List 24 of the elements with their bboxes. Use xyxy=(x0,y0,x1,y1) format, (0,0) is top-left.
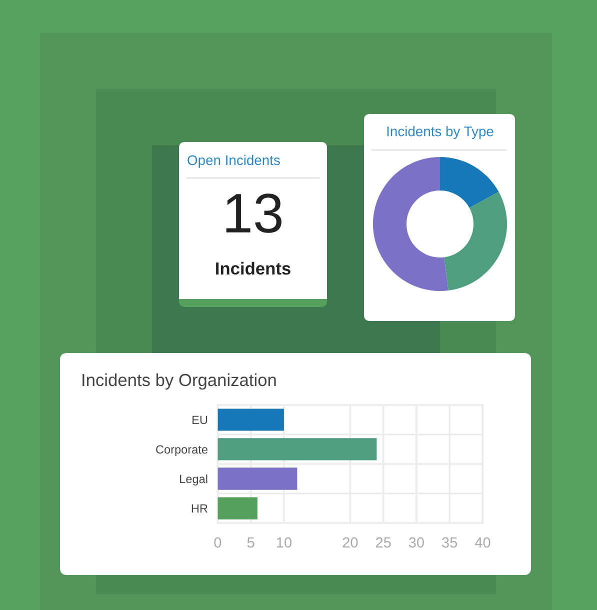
x-tick-label: 20 xyxy=(342,537,358,548)
x-tick-label: 5 xyxy=(247,537,254,548)
chart-title: Incidents by Organization xyxy=(82,373,276,390)
y-tick-label: Legal xyxy=(180,474,208,486)
x-tick-label: 40 xyxy=(474,537,490,548)
chart-title: Incidents by Type xyxy=(387,126,494,140)
text: Incidents xyxy=(216,262,290,275)
x-tick-label: 25 xyxy=(376,537,391,548)
bar xyxy=(218,408,284,431)
donut-slice xyxy=(373,157,448,291)
donut-slice xyxy=(444,192,507,290)
bar xyxy=(218,497,258,520)
bar xyxy=(218,468,298,490)
y-tick-label: HR xyxy=(192,504,208,513)
y-tick-label: Corporate xyxy=(156,445,208,456)
x-tick-label: 30 xyxy=(408,537,424,548)
x-tick-label: 35 xyxy=(442,537,458,548)
y-tick-label: EU xyxy=(192,416,208,424)
text: 13 xyxy=(226,194,282,233)
x-tick-label: 0 xyxy=(214,537,222,548)
bar xyxy=(218,438,377,460)
donut-slice xyxy=(440,157,499,208)
x-tick-label: 10 xyxy=(276,537,292,548)
text: Open Incidents xyxy=(188,154,280,168)
